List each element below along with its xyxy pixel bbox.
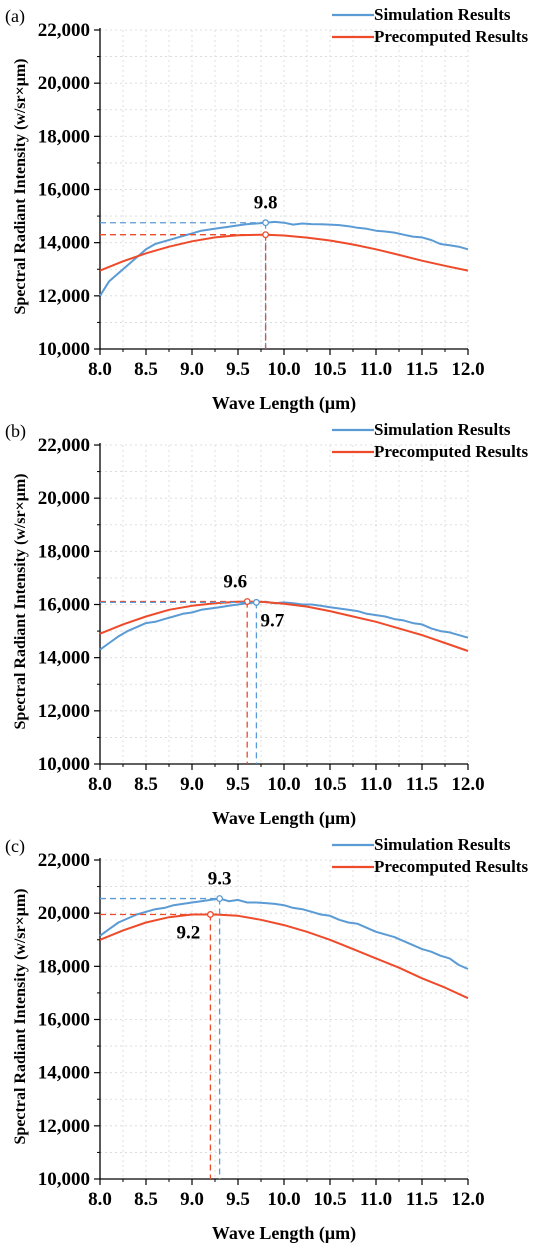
y-tick-label: 22,000 — [38, 850, 90, 871]
x-tick-label: 8.0 — [88, 1189, 112, 1210]
x-tick-label: 8.0 — [88, 359, 112, 380]
y-tick-label: 14,000 — [38, 1063, 90, 1084]
x-tick-label: 11.0 — [360, 1189, 392, 1210]
x-tick-label: 10.0 — [267, 774, 300, 795]
peak-label: 9.6 — [223, 572, 247, 593]
y-tick-label: 16,000 — [38, 180, 90, 201]
y-tick-label: 22,000 — [38, 435, 90, 456]
panel-label: (a) — [5, 6, 25, 27]
peak-marker — [206, 911, 214, 918]
y-tick-label: 20,000 — [38, 488, 90, 509]
chart-panel-c: (c) 8.0 8.5 9.0 9.5 10.0 10.5 11.0 11.5 12.0 10,00… — [0, 830, 550, 1245]
y-tick-label: 12,000 — [38, 286, 90, 307]
x-tick-label: 10.0 — [267, 1189, 300, 1210]
chart-panel-b: (b) 8.0 8.5 9.0 9.5 10.0 10.5 11.0 11.5 12.0 10,00… — [0, 415, 550, 830]
x-tick-label: 9.0 — [180, 359, 204, 380]
x-tick-label: 8.5 — [134, 774, 158, 795]
panel-label: (b) — [5, 421, 26, 442]
x-tick-label: 8.0 — [88, 774, 112, 795]
series-line-precomputed — [99, 600, 469, 652]
y-tick-label: 12,000 — [38, 701, 90, 722]
series-line-simulation — [99, 600, 469, 651]
y-tick-label: 16,000 — [38, 1010, 90, 1031]
peak-marker — [216, 895, 224, 902]
y-tick-label: 20,000 — [38, 903, 90, 924]
x-tick-label: 9.5 — [226, 359, 250, 380]
x-tick-label: 11.5 — [406, 774, 438, 795]
y-tick-label: 14,000 — [38, 648, 90, 669]
y-tick-label: 10,000 — [38, 339, 90, 360]
y-tick-label: 12,000 — [38, 1116, 90, 1137]
y-tick-label: 14,000 — [38, 233, 90, 254]
x-tick-label: 11.0 — [360, 359, 392, 380]
peak-marker — [252, 598, 260, 606]
y-tick-label: 18,000 — [38, 126, 90, 147]
legend-label-simulation: Simulation Results — [374, 5, 511, 24]
series-line-simulation — [99, 220, 469, 297]
peak-label: 9.3 — [208, 869, 232, 890]
x-tick-label: 8.5 — [134, 1189, 158, 1210]
x-tick-label: 8.5 — [134, 359, 158, 380]
x-tick-label: 9.5 — [226, 774, 250, 795]
x-tick-label: 9.0 — [180, 774, 204, 795]
y-tick-label: 10,000 — [38, 1169, 90, 1190]
y-tick-label: 16,000 — [38, 595, 90, 616]
panel-label: (c) — [5, 836, 25, 857]
x-tick-label: 11.0 — [360, 774, 392, 795]
series-line-simulation — [99, 897, 469, 970]
x-tick-label: 10.5 — [313, 774, 346, 795]
y-tick-label: 22,000 — [38, 20, 90, 41]
y-axis-label: Spectral Radiant Intensity (w/sr×μm) — [12, 474, 29, 730]
x-axis-label: Wave Length (μm) — [212, 1223, 356, 1244]
x-tick-label: 12.0 — [451, 774, 484, 795]
x-tick-label: 9.5 — [226, 1189, 250, 1210]
peak-label: 9.8 — [254, 193, 278, 214]
legend-label-precomputed: Precomputed Results — [374, 442, 528, 461]
peak-marker — [243, 598, 251, 606]
x-tick-label: 11.5 — [406, 359, 438, 380]
legend-label-simulation: Simulation Results — [374, 420, 511, 439]
peak-marker — [262, 231, 270, 239]
peak-label: 9.7 — [261, 610, 285, 631]
chart-svg-a: (a) 8.0 8.5 9.0 9.5 10.0 10.5 11.0 11.5 12.0 10,00… — [5, 5, 528, 414]
series-line-precomputed — [99, 233, 469, 272]
x-axis-label: Wave Length (μm) — [212, 808, 356, 829]
y-axis-label: Spectral Radiant Intensity (w/sr×μm) — [12, 889, 29, 1145]
x-tick-label: 10.5 — [313, 359, 346, 380]
x-tick-label: 10.0 — [267, 359, 300, 380]
x-tick-label: 11.5 — [406, 1189, 438, 1210]
x-axis-label: Wave Length (μm) — [212, 393, 356, 414]
x-tick-label: 12.0 — [451, 1189, 484, 1210]
y-tick-label: 10,000 — [38, 754, 90, 775]
series-line-precomputed — [99, 913, 469, 1000]
x-tick-label: 12.0 — [451, 359, 484, 380]
chart-svg-c: (c) 8.0 8.5 9.0 9.5 10.0 10.5 11.0 11.5 12.0 10,00… — [5, 835, 528, 1244]
chart-svg-b: (b) 8.0 8.5 9.0 9.5 10.0 10.5 11.0 11.5 12.0 10,00… — [5, 420, 528, 829]
y-tick-label: 20,000 — [38, 73, 90, 94]
y-tick-label: 18,000 — [38, 541, 90, 562]
x-tick-label: 9.0 — [180, 1189, 204, 1210]
peak-label: 9.2 — [177, 922, 201, 943]
legend-label-precomputed: Precomputed Results — [374, 27, 528, 46]
peak-marker — [262, 219, 270, 227]
legend-label-simulation: Simulation Results — [374, 835, 511, 854]
legend-label-precomputed: Precomputed Results — [374, 857, 528, 876]
y-tick-label: 18,000 — [38, 956, 90, 977]
x-tick-label: 10.5 — [313, 1189, 346, 1210]
y-axis-label: Spectral Radiant Intensity (w/sr×μm) — [12, 59, 29, 315]
chart-panel-a: (a) 8.0 8.5 9.0 9.5 10.0 10.5 11.0 11.5 12.0 10,00… — [0, 0, 550, 415]
